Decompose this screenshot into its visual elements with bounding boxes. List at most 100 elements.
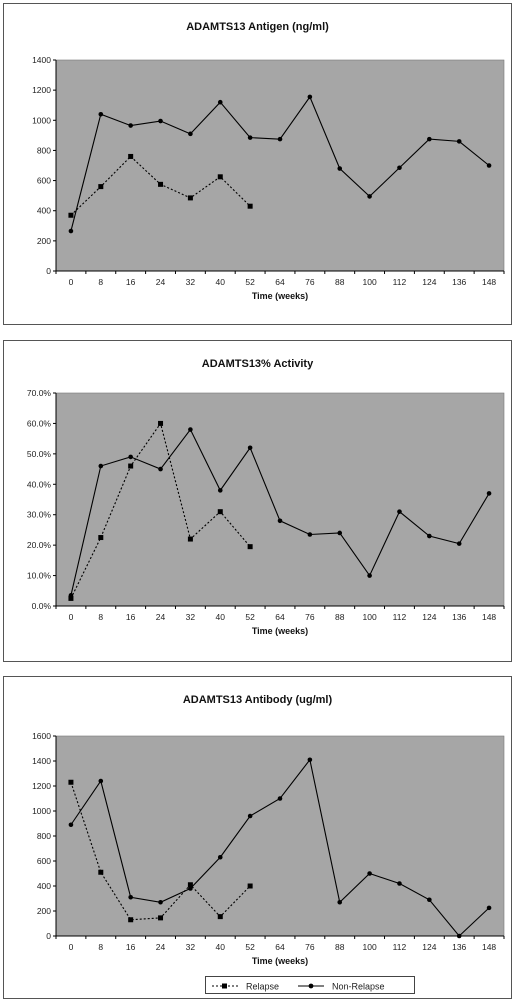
series-relapse-point [98,184,104,190]
x-tick-label: 100 [363,277,377,287]
x-tick-label: 148 [482,612,496,622]
series-non-relapse-point [188,131,193,137]
series-relapse-point [247,203,253,209]
series-non-relapse-point [98,111,104,117]
x-tick-label: 24 [156,942,166,952]
series-non-relapse-point [486,905,492,911]
series-non-relapse-point [307,532,313,537]
x-tick-label: 112 [393,942,407,952]
series-non-relapse-point [337,530,343,536]
series-non-relapse-point [247,135,253,140]
x-tick-label: 100 [363,612,377,622]
series-non-relapse-point [217,854,223,860]
plot-area [55,392,505,607]
series-relapse-point [68,779,74,785]
x-tick-label: 16 [126,277,136,287]
x-tick-label: 88 [335,942,345,952]
series-relapse-point [217,509,223,515]
series-non-relapse-point [277,796,283,801]
x-tick-label: 52 [245,277,255,287]
series-relapse-point [217,914,223,920]
series-relapse-point [158,915,164,921]
y-tick-label: 800 [37,831,51,841]
series-relapse-point [217,174,223,180]
y-tick-label: 70.0% [27,388,52,398]
legend-relapse-label: Relapse [246,982,279,992]
series-non-relapse-point [158,466,163,472]
x-tick-label: 0 [69,277,74,287]
x-tick-label: 64 [275,942,285,952]
y-tick-label: 40.0% [27,479,52,489]
series-non-relapse-point [158,899,163,905]
series-non-relapse-point [307,94,313,100]
y-tick-label: 400 [37,881,51,891]
y-tick-label: 20.0% [27,540,52,550]
x-tick-label: 88 [335,612,345,622]
x-tick-label: 40 [216,277,226,287]
legend-nonrelapse-marker [308,983,314,989]
series-relapse-point [187,536,193,542]
x-tick-label: 32 [186,612,196,622]
x-tick-label: 16 [126,612,136,622]
x-tick-label: 52 [245,612,255,622]
series-non-relapse-point [427,897,432,903]
series-non-relapse-point [98,463,104,469]
x-tick-label: 0 [69,942,74,952]
series-non-relapse-point [307,757,313,763]
x-tick-label: 24 [156,277,166,287]
x-tick-label: 32 [186,942,196,952]
x-tick-label: 112 [393,612,407,622]
series-non-relapse-point [247,445,253,451]
series-non-relapse-point [367,871,372,876]
series-non-relapse-point [277,136,283,142]
x-tick-label: 24 [156,612,166,622]
series-non-relapse-point [217,488,223,493]
x-tick-label: 76 [305,942,315,952]
x-tick-label: 148 [482,277,496,287]
y-tick-label: 1000 [32,806,51,816]
x-tick-label: 112 [393,277,407,287]
series-non-relapse-point [68,593,74,598]
series-relapse-point [187,882,193,888]
x-tick-label: 76 [305,612,315,622]
series-non-relapse-point [456,541,462,546]
x-tick-label: 124 [422,942,436,952]
x-axis-label: Time (weeks) [252,291,308,301]
series-non-relapse-point [427,533,432,539]
series-non-relapse-point [188,427,193,432]
x-tick-label: 8 [98,277,103,287]
y-tick-label: 1400 [32,756,51,766]
y-tick-label: 400 [37,206,51,216]
series-relapse-point [68,212,74,218]
y-tick-label: 0.0% [32,601,52,611]
x-tick-label: 148 [482,942,496,952]
y-tick-label: 0 [46,266,51,276]
x-tick-label: 64 [275,277,285,287]
legend-graphic: Relapse Non-Relapse [212,982,385,992]
y-tick-label: 600 [37,856,51,866]
series-relapse-point [247,883,253,889]
series-non-relapse-point [486,163,492,168]
y-tick-label: 50.0% [27,449,52,459]
series-relapse-point [158,420,164,426]
series-non-relapse-point [456,139,462,144]
x-axis-label: Time (weeks) [252,956,308,966]
series-non-relapse-point [486,491,492,496]
y-tick-label: 0 [46,931,51,941]
x-tick-label: 0 [69,612,74,622]
legend-nonrelapse-label: Non-Relapse [332,982,385,992]
y-tick-label: 1600 [32,731,51,741]
series-non-relapse-point [217,99,223,105]
x-tick-label: 40 [216,942,226,952]
x-tick-label: 136 [452,942,466,952]
series-non-relapse-point [128,454,133,460]
chart-panel-antigen: ADAMTS13 Antigen (ng/ml) 0 200 400 600 800 100… [3,3,512,325]
y-tick-label: 800 [37,145,51,155]
series-non-relapse-point [337,899,343,905]
chart-1-svg: ADAMTS13% Activity 0.0% 10.0% 20.0% 30.0% 40.… [27,358,505,636]
chart-2-svg: ADAMTS13 Antibody (ug/ml)020040060080010… [32,694,505,966]
x-tick-label: 76 [305,277,315,287]
series-non-relapse-point [188,886,193,891]
series-non-relapse-point [128,123,133,128]
chart-title: ADAMTS13% Activity [202,358,314,370]
